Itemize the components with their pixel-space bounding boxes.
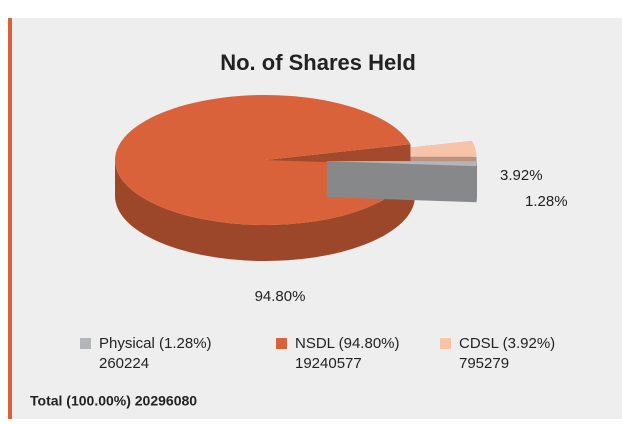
accent-bar [8,18,12,419]
data-label: 94.80% [255,288,306,305]
legend-count: 260224 [99,355,149,372]
data-label: 1.28% [525,193,568,210]
slice-edge [327,161,477,202]
legend-swatch [276,338,287,349]
chart-title: No. of Shares Held [220,50,416,75]
total-label: Total (100.00%) 20296080 [30,393,197,409]
legend-count: 795279 [459,355,509,372]
legend-count: 19240577 [295,355,362,372]
data-label: 3.92% [500,167,543,184]
legend-label: NSDL (94.80%) [295,335,400,352]
legend-swatch [80,338,91,349]
legend-swatch [440,338,451,349]
legend-label: CDSL (3.92%) [459,335,555,352]
legend-label: Physical (1.28%) [99,335,212,352]
